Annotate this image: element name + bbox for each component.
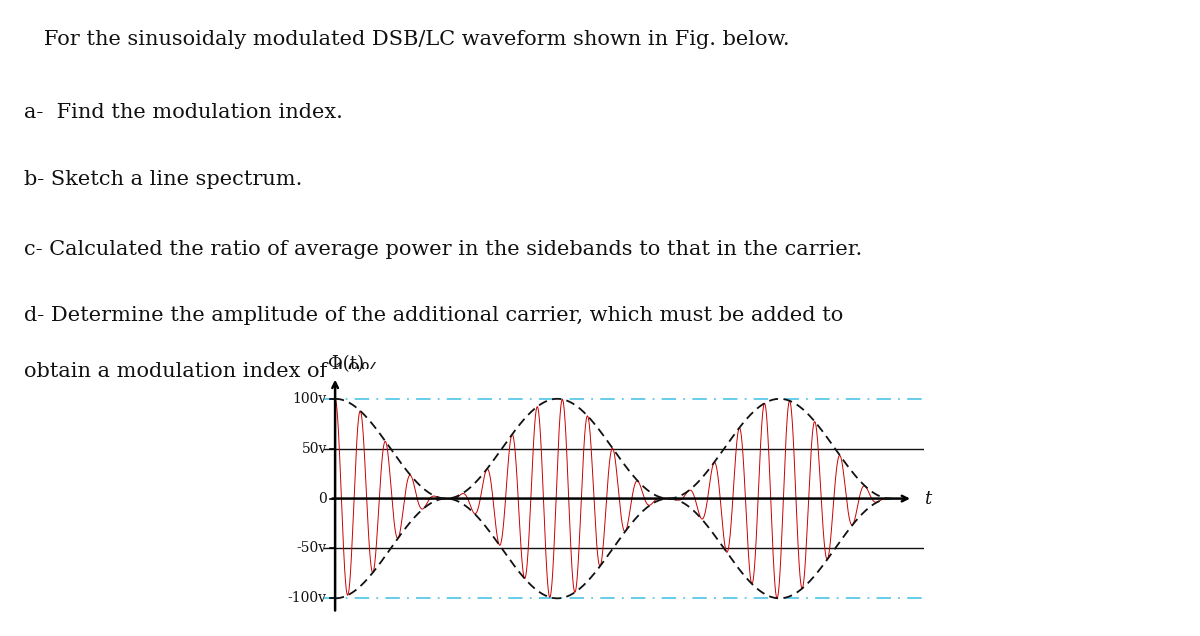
Text: -50v: -50v — [296, 541, 326, 555]
Text: -100v: -100v — [288, 591, 326, 605]
Text: b- Sketch a line spectrum.: b- Sketch a line spectrum. — [24, 170, 302, 189]
Text: 100v: 100v — [293, 392, 326, 406]
Text: a-  Find the modulation index.: a- Find the modulation index. — [24, 103, 343, 122]
Text: For the sinusoidaly modulated DSB/LC waveform shown in Fig. below.: For the sinusoidaly modulated DSB/LC wav… — [24, 29, 790, 48]
Text: obtain a modulation index of 10%: obtain a modulation index of 10% — [24, 361, 380, 380]
Text: t: t — [924, 490, 931, 508]
Text: c- Calculated the ratio of average power in the sidebands to that in the carrier: c- Calculated the ratio of average power… — [24, 240, 863, 259]
Text: 0: 0 — [318, 492, 326, 506]
Text: 50v: 50v — [301, 441, 326, 455]
Text: Φ(t): Φ(t) — [329, 355, 365, 373]
Text: d- Determine the amplitude of the additional carrier, which must be added to: d- Determine the amplitude of the additi… — [24, 306, 844, 325]
